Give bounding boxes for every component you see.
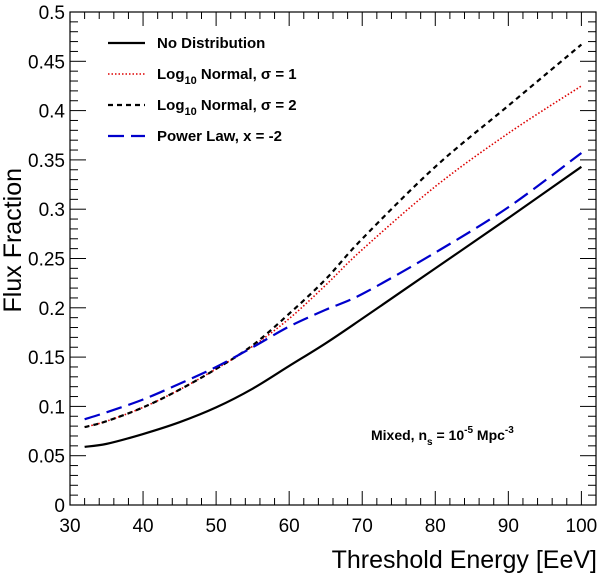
annotation: Mixed, ns = 10-5 Mpc-3 bbox=[371, 425, 514, 448]
y-tick-label: 0.1 bbox=[39, 397, 65, 418]
x-tick-label: 80 bbox=[425, 516, 446, 537]
y-tick-label: 0 bbox=[54, 496, 65, 517]
y-tick-label: 0.05 bbox=[28, 447, 65, 468]
y-tick-label: 0.2 bbox=[39, 299, 65, 320]
y-tick-label: 0.4 bbox=[39, 102, 66, 123]
y-tick-label: 0.3 bbox=[39, 200, 65, 221]
x-tick-label: 70 bbox=[352, 516, 373, 537]
legend-label-power-law-x-2: Power Law, x = -2 bbox=[157, 128, 282, 145]
y-tick-label: 0.35 bbox=[28, 151, 65, 172]
legend-label-log10-normal-1: Log10 Normal, σ = 1 bbox=[157, 66, 297, 87]
y-tick-label: 0.25 bbox=[28, 250, 65, 271]
y-tick-label: 0.45 bbox=[28, 52, 65, 73]
x-tick-label: 50 bbox=[206, 516, 227, 537]
y-axis-title: Flux Fraction bbox=[0, 168, 27, 312]
x-axis-title: Threshold Energy [EeV] bbox=[332, 546, 597, 574]
x-tick-label: 100 bbox=[566, 516, 598, 537]
series-line-no-distribution bbox=[84, 165, 583, 448]
x-tick-label: 60 bbox=[279, 516, 300, 537]
x-tick-label: 40 bbox=[132, 516, 153, 537]
y-tick-label: 0.5 bbox=[39, 3, 65, 24]
y-tick-label: 0.15 bbox=[28, 348, 65, 369]
series-line-power-law-x-2 bbox=[84, 152, 583, 421]
legend-label-log10-normal-2: Log10 Normal, σ = 2 bbox=[157, 97, 297, 118]
x-tick-label: 90 bbox=[498, 516, 519, 537]
legend-label-no-distribution: No Distribution bbox=[157, 35, 265, 52]
series-line-log10-normal-2 bbox=[84, 43, 583, 429]
x-tick-label: 30 bbox=[59, 516, 80, 537]
